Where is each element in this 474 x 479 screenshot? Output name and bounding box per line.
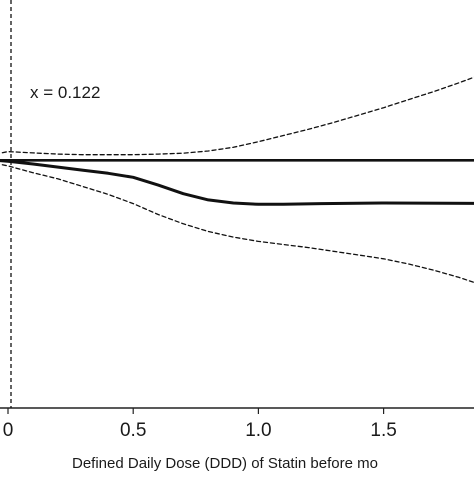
- series-lower-ci-line: [0, 163, 474, 284]
- vertical-marker-label: x = 0.122: [30, 83, 100, 102]
- x-tick-label: 1.0: [245, 420, 271, 441]
- x-tick-label: 0: [3, 420, 14, 441]
- x-tick-label: 0.5: [120, 420, 146, 441]
- x-tick-label: 1.5: [370, 420, 396, 441]
- series-estimate-line: [0, 159, 474, 206]
- series-upper-ci-line: [0, 76, 474, 156]
- x-axis-label: Defined Daily Dose (DDD) of Statin befor…: [72, 455, 378, 472]
